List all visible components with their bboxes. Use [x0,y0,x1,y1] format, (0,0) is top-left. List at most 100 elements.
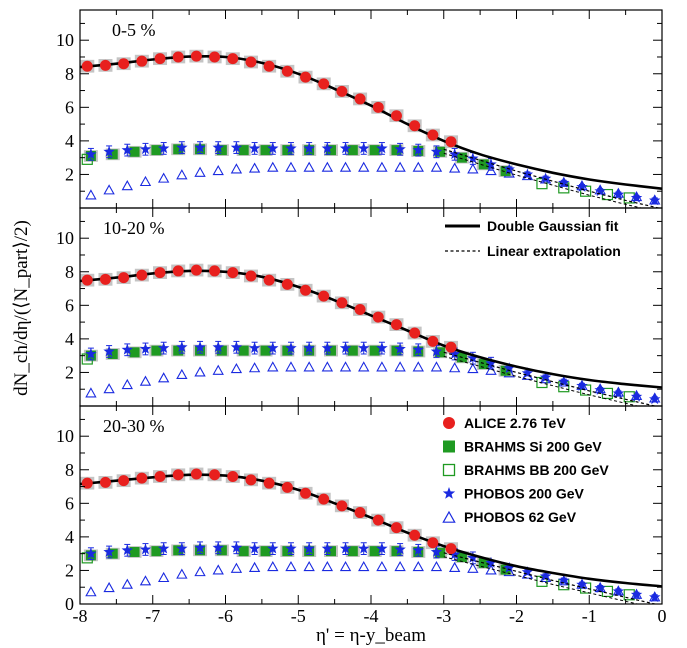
phobos200-point [285,342,297,353]
alice-point [99,476,111,488]
alice-point [427,129,439,141]
y-tick-label: 2 [65,362,74,382]
phobos62-point [212,564,224,575]
panel-2-frame [79,405,663,605]
brahms-bb-point [81,153,93,165]
alice-point [445,136,457,148]
brahms-si-point [500,166,511,177]
phobos200-point [194,341,206,353]
phobos200-point [558,375,570,387]
alice-point [81,60,93,72]
alice-point [154,53,166,65]
phobos200-point [649,591,661,603]
linear-extrapolation-line [443,552,658,604]
x-tick-label: -3 [436,606,451,626]
alice-point [318,493,330,505]
phobos200-point [503,561,515,573]
phobos62-point [303,361,315,372]
phobos62-point [176,169,188,180]
phobos62-point [376,161,388,172]
brahms-si-point [260,546,271,557]
y-tick-label: 6 [65,295,74,315]
brahms-si-point [325,345,336,356]
phobos62-point [412,161,424,172]
phobos200-point [612,387,625,399]
phobos200-point [248,342,261,353]
phobos62-point [230,362,243,374]
alice-point [354,304,366,316]
phobos62-point [303,560,315,572]
phobos62-point [448,162,461,173]
brahms-si-point [282,546,293,557]
phobos200-point [103,145,115,157]
phobos62-point [194,565,206,577]
phobos62-point [430,361,443,372]
brahms-si-point [260,345,271,356]
legend-phobos200-marker [442,487,456,499]
alice-point [172,265,184,277]
double-gaussian-fit-line [80,54,662,190]
phobos62-point [157,372,170,383]
phobos200-point [85,547,97,559]
alice-point [300,487,312,499]
phobos200-point [358,342,370,353]
alice-point [372,311,384,323]
alice-point [336,500,348,512]
legend-fit-label: Double Gaussian fit [487,218,619,234]
phobos200-point [376,342,388,353]
phobos62-point [212,164,224,176]
phobos200-point [267,142,279,154]
brahms-si-point [238,546,249,557]
phobos200-point [467,352,479,364]
brahms-bb-point [81,353,93,365]
phobos200-point [394,143,406,155]
legend-brahms-si-marker [443,440,455,453]
phobos200-point [467,551,479,563]
brahms-si-point [129,146,140,157]
alice-point [409,529,421,541]
phobos200-point [176,542,188,554]
phobos200-point [339,142,352,154]
brahms-si-point [347,145,358,156]
alice-point [190,50,202,62]
brahms-si-point [282,145,293,156]
brahms-bb-point [536,178,548,190]
alice-point [300,71,312,83]
phobos200-point [267,542,279,554]
centrality-label: 10-20 % [103,218,165,238]
phobos200-point [485,357,497,369]
legend-series-label: PHOBOS 62 GeV [464,509,577,525]
phobos200-point [612,188,625,200]
phobos62-point [321,161,334,172]
phobos200-point [121,343,133,355]
phobos200-point [303,542,315,554]
phobos200-point [576,578,588,590]
phobos200-point [321,342,334,353]
phobos200-point [139,543,152,555]
phobos200-point [157,342,170,353]
alice-point [336,85,348,97]
alice-point [390,110,402,122]
y-tick-label: 8 [65,460,74,480]
brahms-si-point [435,146,446,157]
phobos62-point [248,561,261,572]
brahms-si-point [260,145,271,156]
phobos200-point [339,542,352,554]
phobos62-point [430,560,443,572]
legend-series-label: ALICE 2.76 TeV [464,415,566,431]
alice-point [154,470,166,482]
phobos200-point [230,541,243,553]
y-tick-label: 2 [65,164,74,184]
alice-point [172,51,184,63]
phobos200-point [103,545,115,557]
phobos62-point [103,184,115,195]
alice-point [99,273,111,285]
alice-point [190,264,202,276]
phobos200-point [157,542,170,554]
alice-point [118,475,130,487]
phobos62-point [285,161,297,172]
phobos62-point [157,172,170,183]
brahms-si-point [500,564,511,575]
brahms-si-point [173,345,184,356]
brahms-si-point [369,546,380,557]
